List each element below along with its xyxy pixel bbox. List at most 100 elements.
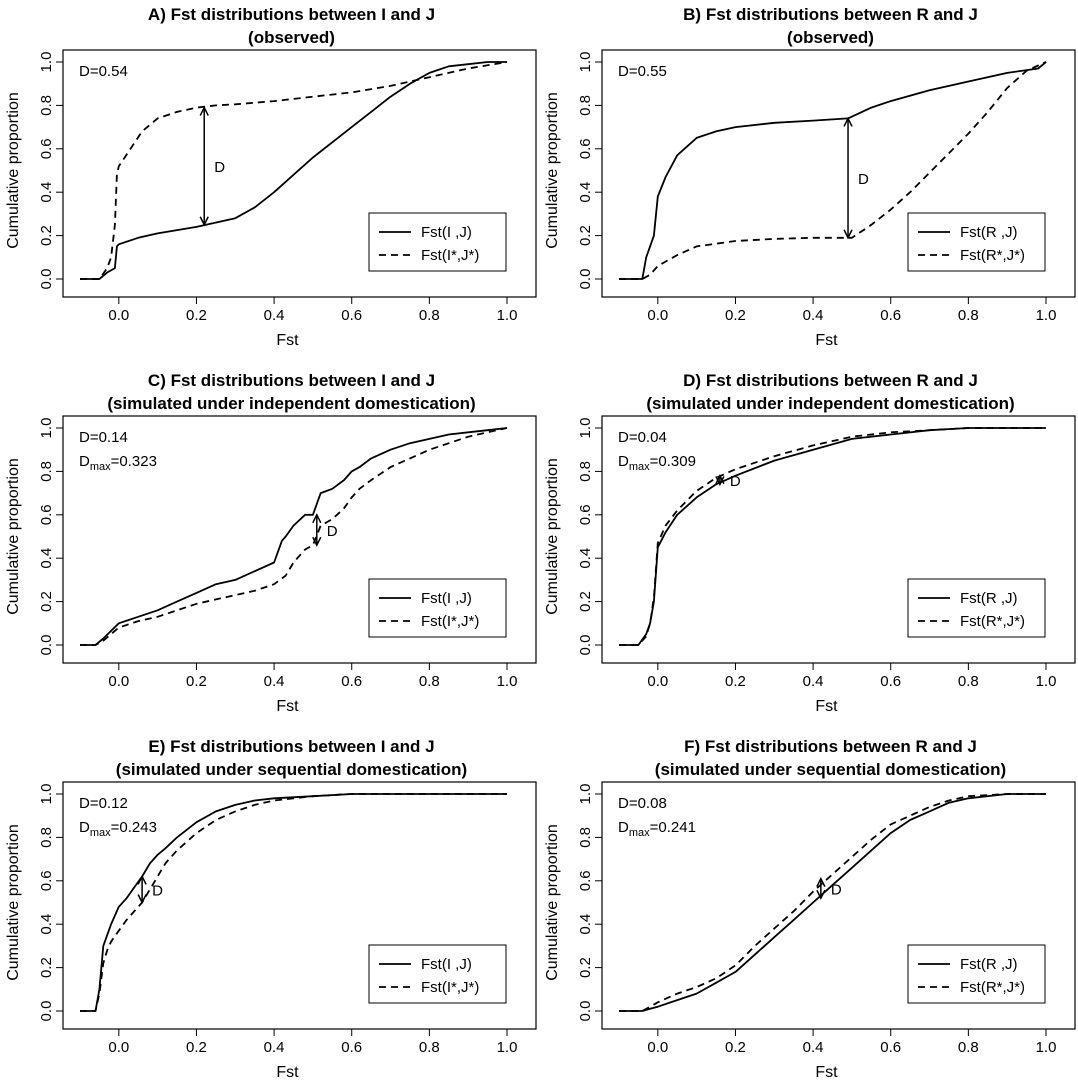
dmax-value: =0.243 (111, 819, 157, 836)
x-tick-label: 1.0 (497, 1039, 518, 1056)
d-arrow-head-up (137, 874, 147, 885)
x-tick-label: 0.0 (108, 307, 129, 324)
x-tick-label: 0.4 (803, 307, 824, 324)
y-tick-label: 0.0 (38, 269, 55, 290)
d-arrow-label: D (152, 882, 163, 899)
y-tick-label: 0.8 (577, 827, 594, 848)
d-arrow-head-up (199, 105, 209, 116)
series-line-1 (80, 427, 508, 646)
x-tick-label: 0.8 (419, 673, 440, 690)
d-statistic: D=0.08 (618, 795, 667, 812)
legend-box (907, 212, 1046, 272)
dmax-subscript: max (629, 827, 650, 839)
x-tick-label: 0.2 (186, 673, 207, 690)
y-tick-label: 0.6 (38, 138, 55, 159)
chart-panel-0: A) Fst distributions between I and J (obs… (5, 5, 537, 349)
legend-box (907, 944, 1046, 1004)
x-tick-label: 0.8 (419, 1039, 440, 1056)
legend-box (907, 578, 1046, 638)
y-tick-label: 1.0 (577, 418, 594, 439)
y-tick-label: 0.2 (577, 957, 594, 978)
chart-title: F) Fst distributions between R and J (684, 737, 977, 756)
series-line-0 (619, 793, 1046, 1012)
y-tick-label: 0.8 (577, 461, 594, 482)
x-tick-label: 0.0 (647, 1039, 668, 1056)
y-tick-label: 0.4 (577, 548, 594, 569)
y-tick-label: 0.8 (38, 95, 55, 116)
y-tick-label: 0.4 (577, 914, 594, 935)
x-axis-label: Fst (276, 1064, 299, 1080)
y-tick-label: 0.0 (577, 1001, 594, 1022)
legend-label-1: Fst(I*,J*) (421, 979, 479, 996)
x-tick-label: 0.6 (341, 673, 362, 690)
d-statistic: D=0.12 (79, 795, 128, 812)
dmax-value: =0.323 (111, 453, 157, 470)
x-axis-label: Fst (815, 332, 838, 349)
chart-title: E) Fst distributions between I and J (148, 737, 434, 756)
x-axis-label: Fst (276, 698, 299, 715)
legend-label-1: Fst(R*,J*) (960, 247, 1025, 264)
legend-label-0: Fst(I ,J) (421, 956, 472, 973)
chart-title: B) Fst distributions between R and J (683, 5, 978, 24)
y-tick-label: 1.0 (38, 784, 55, 805)
series-line-0 (619, 61, 1047, 280)
legend-label-1: Fst(I*,J*) (421, 613, 479, 630)
d-arrow-head-up (816, 876, 826, 887)
d-arrow-head-down (715, 476, 725, 487)
legend-box (368, 578, 507, 638)
x-tick-label: 0.6 (341, 307, 362, 324)
y-tick-label: 0.6 (38, 870, 55, 891)
dmax-d: D (79, 453, 90, 470)
d-arrow-head-down (843, 229, 853, 240)
x-tick-label: 0.2 (725, 307, 746, 324)
legend-label-0: Fst(I ,J) (421, 590, 472, 607)
x-tick-label: 0.6 (880, 307, 901, 324)
x-tick-label: 1.0 (1036, 1039, 1057, 1056)
chart-panel-1: B) Fst distributions between R and J (obs… (544, 5, 1076, 349)
x-tick-label: 0.0 (108, 1039, 129, 1056)
x-tick-label: 0.8 (419, 307, 440, 324)
d-arrow-label: D (858, 171, 869, 188)
legend-box (368, 944, 507, 1004)
d-statistic: D=0.04 (618, 429, 667, 446)
chart-subtitle: (simulated under sequential domesticatio… (116, 760, 467, 779)
d-arrow-head-down (137, 894, 147, 905)
dmax-d: D (79, 819, 90, 836)
dmax-statistic: Dmax=0.323 (79, 453, 157, 473)
d-arrow-head-up (312, 513, 322, 524)
x-tick-label: 0.4 (264, 673, 285, 690)
x-axis-label: Fst (276, 332, 299, 349)
x-tick-label: 0.0 (647, 307, 668, 324)
legend-label-1: Fst(I*,J*) (421, 247, 479, 264)
y-tick-label: 1.0 (38, 418, 55, 439)
y-tick-label: 0.8 (38, 827, 55, 848)
y-tick-label: 0.2 (38, 225, 55, 246)
y-tick-label: 0.2 (577, 225, 594, 246)
x-tick-label: 1.0 (497, 307, 518, 324)
y-axis-label: Cumulative proportion (5, 458, 22, 615)
y-tick-label: 0.0 (38, 635, 55, 656)
x-tick-label: 1.0 (1036, 307, 1057, 324)
y-tick-label: 0.6 (577, 504, 594, 525)
x-tick-label: 0.2 (725, 1039, 746, 1056)
x-tick-label: 0.4 (264, 307, 285, 324)
d-arrow-label: D (831, 881, 842, 898)
d-arrow-label: D (327, 523, 338, 540)
x-tick-label: 0.4 (264, 1039, 285, 1056)
chart-title: D) Fst distributions between R and J (683, 371, 978, 390)
d-arrow-head-up (715, 474, 725, 485)
series-line-1 (80, 61, 508, 280)
x-tick-label: 0.6 (880, 673, 901, 690)
dmax-subscript: max (90, 461, 111, 473)
d-arrow-head-up (843, 116, 853, 127)
series-line-0 (80, 793, 507, 1012)
legend-box (368, 212, 507, 272)
y-tick-label: 0.8 (38, 461, 55, 482)
chart-panel-3: D) Fst distributions between R and J (sim… (544, 371, 1076, 715)
x-tick-label: 0.8 (958, 1039, 979, 1056)
d-arrow-label: D (214, 159, 225, 176)
y-tick-label: 0.4 (38, 548, 55, 569)
series-line-1 (619, 427, 1046, 646)
y-tick-label: 0.2 (38, 957, 55, 978)
y-tick-label: 0.0 (577, 269, 594, 290)
